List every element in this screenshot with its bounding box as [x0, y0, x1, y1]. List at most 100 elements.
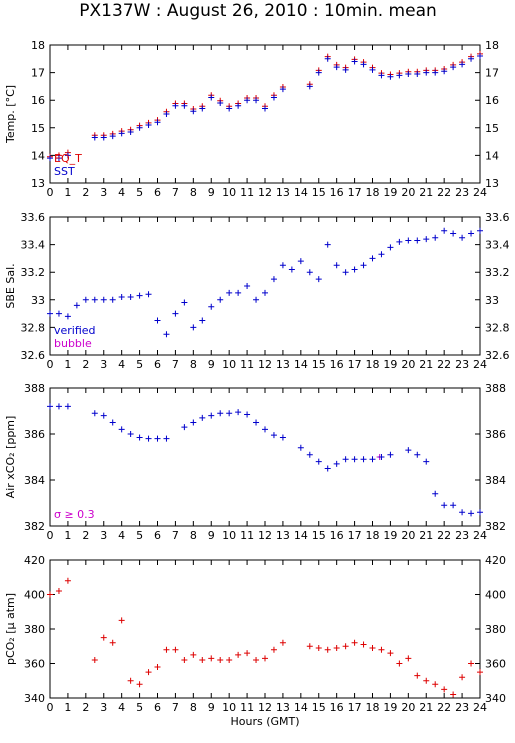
data-point — [441, 686, 448, 693]
data-point — [414, 672, 421, 679]
x-tick-label: 1 — [64, 529, 71, 542]
x-tick-label: 14 — [294, 358, 308, 371]
data-point — [315, 644, 322, 651]
x-tick-label: 5 — [136, 701, 143, 714]
data-point — [351, 266, 358, 273]
data-point — [405, 70, 412, 77]
data-point — [477, 669, 483, 676]
data-point — [459, 234, 466, 241]
data-point — [145, 122, 152, 129]
x-tick-label: 21 — [419, 529, 433, 542]
data-point — [253, 296, 260, 303]
x-tick-label: 12 — [258, 529, 272, 542]
x-tick-label: 21 — [419, 358, 433, 371]
data-point — [64, 577, 71, 584]
data-point — [244, 97, 251, 104]
x-tick-label: 15 — [312, 701, 326, 714]
x-tick-label: 18 — [366, 701, 380, 714]
data-point — [100, 296, 107, 303]
x-tick-label: 20 — [401, 701, 415, 714]
data-point — [145, 669, 152, 676]
x-tick-label: 11 — [240, 358, 254, 371]
x-tick-label: 8 — [190, 358, 197, 371]
x-tick-label: 7 — [172, 358, 179, 371]
data-point — [226, 289, 233, 296]
y-tick-label-right: 384 — [485, 474, 506, 487]
x-tick-label: 9 — [208, 529, 215, 542]
data-point — [414, 70, 421, 77]
data-point — [109, 639, 116, 646]
x-tick-label: 21 — [419, 186, 433, 199]
x-tick-label: 24 — [473, 701, 487, 714]
data-point — [127, 294, 134, 301]
y-tick-label-right: 16 — [485, 94, 499, 107]
x-tick-label: 13 — [276, 358, 290, 371]
data-point — [118, 617, 125, 624]
x-tick-label: 24 — [473, 358, 487, 371]
x-tick-label: 9 — [208, 186, 215, 199]
x-tick-label: 23 — [455, 358, 469, 371]
data-point — [396, 72, 403, 79]
y-tick-label-right: 382 — [485, 520, 506, 533]
data-point — [270, 94, 277, 101]
data-point — [378, 251, 385, 258]
y-tick-label-right: 17 — [485, 67, 499, 80]
data-point — [369, 456, 376, 463]
data-point — [342, 66, 349, 73]
x-axis-label: Hours (GMT) — [230, 715, 299, 728]
data-point — [351, 456, 358, 463]
x-tick-label: 23 — [455, 186, 469, 199]
x-tick-label: 13 — [276, 529, 290, 542]
y-tick-label-right: 380 — [485, 623, 506, 636]
data-point — [279, 86, 286, 93]
data-point — [459, 509, 466, 516]
data-point — [315, 69, 322, 76]
data-point — [459, 674, 466, 681]
x-tick-label: 20 — [401, 529, 415, 542]
data-point — [262, 426, 268, 433]
data-point — [405, 237, 412, 244]
data-point — [199, 414, 206, 421]
data-point — [270, 276, 277, 283]
data-point — [288, 266, 295, 273]
data-point — [100, 412, 107, 419]
data-point — [270, 432, 277, 439]
data-point — [91, 296, 98, 303]
y-tick-label: 13 — [31, 177, 45, 190]
data-point — [244, 411, 251, 418]
legend-entry: bubble — [54, 337, 92, 350]
data-point — [118, 294, 125, 301]
x-tick-label: 22 — [437, 186, 451, 199]
x-tick-label: 6 — [154, 358, 161, 371]
data-point — [450, 230, 457, 237]
data-point — [172, 646, 179, 653]
y-tick-label-right: 32.8 — [485, 321, 510, 334]
data-point — [405, 447, 412, 454]
data-point — [414, 237, 421, 244]
data-point — [351, 58, 358, 65]
y-tick-label: 386 — [24, 428, 45, 441]
data-point — [226, 410, 233, 417]
y-axis-label: Temp. [°C] — [4, 85, 17, 144]
y-tick-label: 388 — [24, 382, 45, 395]
plot-frame — [49, 559, 481, 699]
x-tick-label: 21 — [419, 701, 433, 714]
data-point — [468, 230, 475, 237]
x-tick-label: 17 — [348, 358, 362, 371]
x-tick-label: 18 — [366, 186, 380, 199]
data-point — [324, 646, 331, 653]
x-tick-label: 22 — [437, 701, 451, 714]
data-point — [154, 435, 161, 442]
data-point — [369, 644, 376, 651]
x-tick-label: 17 — [348, 186, 362, 199]
data-point — [217, 657, 224, 664]
x-tick-label: 3 — [100, 186, 107, 199]
x-tick-label: 14 — [294, 529, 308, 542]
data-point — [253, 97, 260, 104]
data-point — [369, 66, 376, 73]
data-point — [190, 651, 197, 658]
x-tick-label: 10 — [222, 701, 236, 714]
y-tick-label: 14 — [31, 149, 45, 162]
data-point — [324, 241, 331, 248]
data-point — [244, 650, 251, 657]
